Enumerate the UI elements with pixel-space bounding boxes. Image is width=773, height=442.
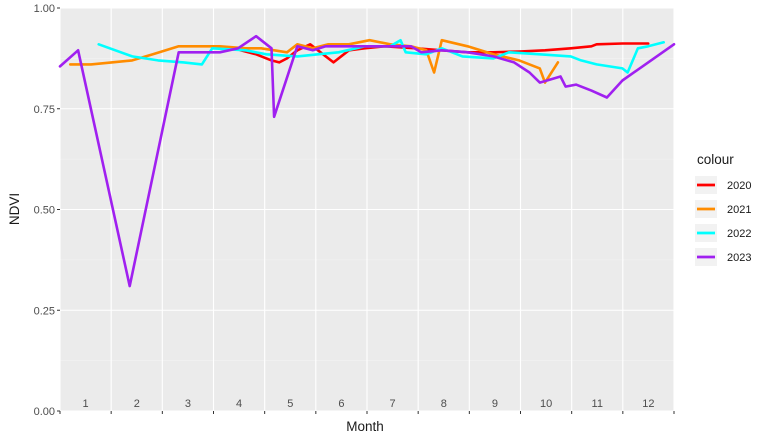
month-label: 7 [390,398,396,410]
series-line-2021 [69,38,560,84]
legend-title: colour [697,152,734,167]
month-label: 8 [441,398,447,410]
legend-items: 2020 2021 2022 2023 [695,176,751,266]
month-label: 9 [492,398,498,410]
month-label: 4 [236,398,242,410]
month-label: 3 [185,398,191,410]
x-axis: 1 2 3 4 5 6 7 8 9 10 11 12 [59,398,675,414]
y-axis-title: NDVI [7,193,22,225]
y-tick-label: 1.00 [34,3,55,15]
y-tick-label: 0.75 [34,104,55,116]
y-tick-label: 0.00 [34,406,55,418]
legend: colour 2020 2021 2022 2023 [695,152,751,266]
month-label: 2 [134,398,140,410]
y-tick-label: 0.25 [34,305,55,317]
month-label: 6 [338,398,344,410]
month-label: 5 [287,398,293,410]
legend-label-2022: 2022 [727,228,751,240]
legend-label-2020: 2020 [727,180,751,192]
month-label: 1 [83,398,89,410]
month-label: 10 [540,398,552,410]
legend-label-2023: 2023 [727,252,751,264]
y-tick-label: 0.50 [34,205,55,217]
series-lines [58,34,676,288]
month-label: 11 [592,398,603,410]
series-line-2022 [97,38,665,74]
month-label: 12 [642,398,654,410]
series-line-2023 [58,34,676,288]
legend-label-2021: 2021 [727,204,751,216]
x-axis-title: Month [346,419,384,434]
y-axis: 0.00 0.25 0.50 0.75 1.00 [34,3,60,418]
